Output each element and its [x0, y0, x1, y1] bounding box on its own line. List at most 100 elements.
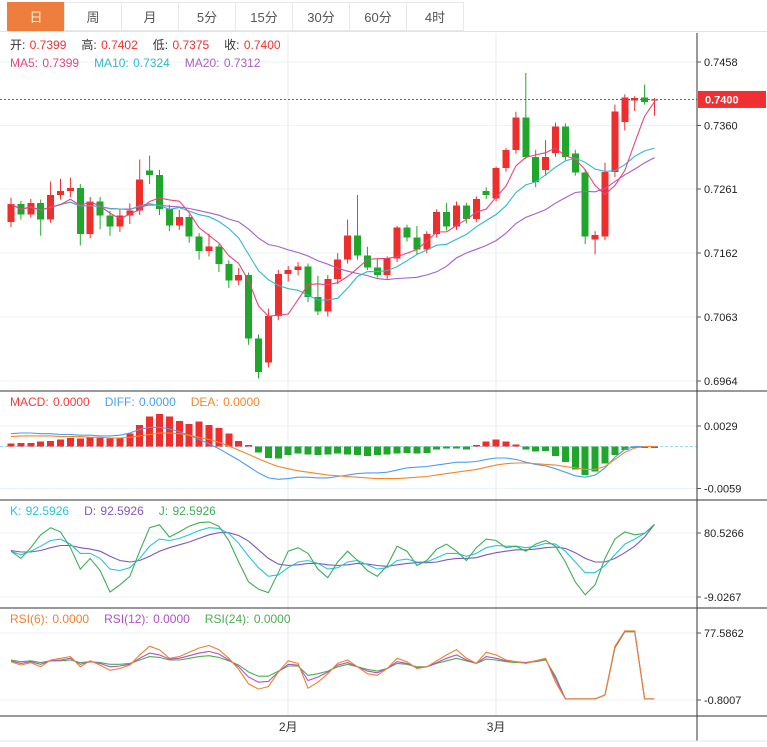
candle-body — [86, 201, 94, 234]
candle-body — [264, 315, 272, 363]
candle-body — [492, 167, 500, 199]
candle-body — [651, 99, 658, 101]
candle-body — [571, 153, 579, 173]
candle-body — [136, 179, 144, 211]
candle-body — [383, 258, 391, 276]
candle-body — [591, 235, 599, 240]
axis-tick-label: 0.7162 — [704, 248, 738, 260]
axis-tick-label: 0.7261 — [704, 184, 738, 196]
j-readout: J: 92.5926 — [158, 504, 216, 518]
low-readout: 低: 0.7375 — [152, 38, 210, 52]
candle-body — [393, 227, 401, 259]
candle-body — [433, 211, 441, 234]
candle-body — [185, 216, 193, 237]
candle-body — [472, 198, 480, 219]
macd-dea-line — [10, 432, 655, 480]
axis-tick-label: 77.5862 — [704, 628, 744, 640]
candle-body — [413, 237, 421, 250]
macd-readout: MACD: 0.0000 — [10, 395, 90, 409]
candle-body — [274, 273, 282, 316]
candle-body — [195, 236, 203, 252]
timeframe-tabs: 日周月 5分 15分 30分 60分 4时 — [0, 0, 767, 32]
k-readout: K: 92.5926 — [10, 504, 70, 518]
axis-tick-label: -0.8007 — [704, 695, 741, 707]
x-axis-month-label: 2月 — [279, 720, 298, 734]
candle-body — [7, 204, 15, 223]
macd-diff-line — [10, 426, 655, 480]
candle-body — [601, 171, 609, 237]
tab-60分[interactable]: 60分 — [349, 2, 407, 31]
candle-body — [156, 175, 163, 210]
candle-body — [106, 215, 114, 227]
candle-body — [215, 246, 223, 265]
candle-body — [146, 170, 154, 176]
candle-body — [96, 201, 104, 216]
candle-body — [363, 255, 371, 268]
candle-body — [27, 202, 35, 215]
rsi6-line — [10, 630, 655, 700]
last-price-marker: 0.7400 — [698, 90, 766, 108]
candle-body — [522, 117, 530, 157]
grid-lines — [0, 61, 697, 701]
candle-body — [453, 205, 460, 227]
candle-body — [581, 172, 589, 237]
axis-tick-label: -0.0059 — [704, 484, 741, 496]
high-readout: 高: 0.7402 — [81, 38, 138, 52]
axis-tick-label: 0.7360 — [704, 120, 738, 132]
rsi-readout: RSI(6): 0.0000 RSI(12): 0.0000 RSI(24): 0.… — [10, 611, 306, 627]
axis-labels: 0.7458 0.7360 0.7261 0.7162 0.7063 0.6964 0.00… — [697, 57, 744, 707]
tab-日[interactable]: 日 — [7, 2, 65, 31]
dea-readout: DEA: 0.0000 — [190, 395, 260, 409]
ma20-readout: MA20: 0.7312 — [184, 56, 261, 70]
close-readout: 收: 0.7400 — [224, 38, 281, 52]
candle-body — [255, 338, 262, 372]
tab-月[interactable]: 月 — [121, 2, 179, 31]
candle-body — [482, 191, 490, 196]
candle-body — [621, 97, 629, 123]
axis-tick-label: -9.0267 — [704, 592, 741, 604]
tab-周[interactable]: 周 — [64, 2, 122, 31]
candle-body — [532, 156, 540, 183]
kdj-j-line — [10, 521, 655, 596]
axis-tick-label: 0.7458 — [704, 57, 738, 69]
candle-body — [245, 275, 253, 339]
rsi24-readout: RSI(24): 0.0000 — [204, 612, 291, 626]
candle-body — [611, 111, 619, 172]
tab-30分[interactable]: 30分 — [292, 2, 350, 31]
axis-tick-label: 0.0029 — [704, 421, 738, 433]
axis-tick-label: 80.5266 — [704, 528, 744, 540]
kdj-d-line — [10, 524, 655, 567]
kdj-k-line — [10, 523, 655, 577]
ma-readout: MA5: 0.7399 MA10: 0.7324 MA20: 0.7312 — [10, 55, 276, 71]
candle-body — [631, 98, 639, 101]
candle-body — [304, 266, 312, 298]
tab-15分[interactable]: 15分 — [235, 2, 293, 31]
candle-body — [561, 126, 569, 157]
candle-body — [225, 264, 233, 281]
candle-body — [334, 259, 342, 279]
candle-body — [403, 227, 411, 238]
ma10-line — [10, 147, 655, 301]
candle-body — [57, 191, 64, 196]
candle-body — [344, 235, 352, 260]
axis-tick-label: 0.6964 — [704, 376, 738, 388]
tab-4时[interactable]: 4时 — [406, 2, 464, 31]
d-readout: D: 92.5926 — [84, 504, 144, 518]
candle-body — [205, 246, 213, 252]
candle-body — [354, 235, 361, 256]
candle-body — [235, 275, 243, 281]
candle-body — [37, 202, 45, 220]
month-grid: 2月 3月 — [279, 33, 506, 734]
ma5-readout: MA5: 0.7399 — [10, 56, 80, 70]
rsi24-line — [10, 631, 655, 700]
rsi12-readout: RSI(12): 0.0000 — [104, 612, 190, 626]
ma10-readout: MA10: 0.7324 — [94, 56, 170, 70]
candle-body — [66, 187, 74, 192]
axis-tick-label: 0.7063 — [704, 312, 738, 324]
ma5-line — [10, 101, 655, 317]
x-axis-month-label: 3月 — [487, 720, 506, 734]
tab-5分[interactable]: 5分 — [178, 2, 236, 31]
candle-body — [126, 210, 134, 216]
